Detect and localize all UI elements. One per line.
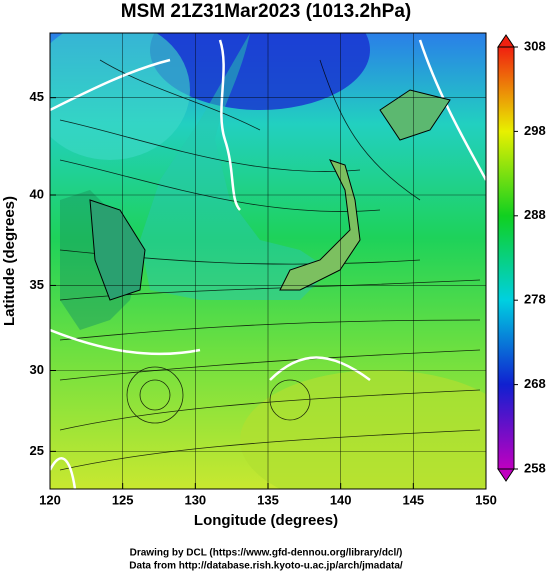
- y-axis-label: Latitude (degrees): [1, 196, 18, 326]
- x-tick-label: 125: [112, 492, 134, 507]
- x-tick-label: 120: [39, 492, 61, 507]
- x-tick-label: 130: [184, 492, 206, 507]
- colorbar-tick-label: 308: [524, 38, 546, 53]
- colorbar-tick-label: 288: [524, 207, 546, 222]
- colorbar-tick-label: 268: [524, 376, 546, 391]
- y-tick-label: 35: [30, 277, 44, 292]
- colorbar-max-arrow: [497, 34, 515, 48]
- x-tick-label: 140: [330, 492, 352, 507]
- x-axis-label: Longitude (degrees): [194, 512, 338, 529]
- chart-title: MSM 21Z31Mar2023 (1013.2hPa): [121, 1, 411, 22]
- field: [50, 33, 486, 489]
- x-tick-label: 135: [257, 492, 279, 507]
- credit: Data from http://database.rish.kyoto-u.a…: [129, 561, 403, 572]
- colorbar-min-arrow: [497, 468, 515, 482]
- colorbar-tick-label: 298: [524, 123, 546, 138]
- colorbar: [497, 46, 515, 470]
- y-tick-label: 25: [30, 443, 44, 458]
- x-tick-label: 150: [475, 492, 497, 507]
- x-tick-label: 145: [402, 492, 424, 507]
- colorbar-tick-label: 278: [524, 292, 546, 307]
- credit: Drawing by DCL (https://www.gfd-dennou.o…: [130, 548, 403, 559]
- y-tick-label: 45: [30, 89, 44, 104]
- colorbar-tick-label: 258: [524, 460, 546, 475]
- y-tick-label: 30: [30, 362, 44, 377]
- y-tick-label: 40: [30, 186, 44, 201]
